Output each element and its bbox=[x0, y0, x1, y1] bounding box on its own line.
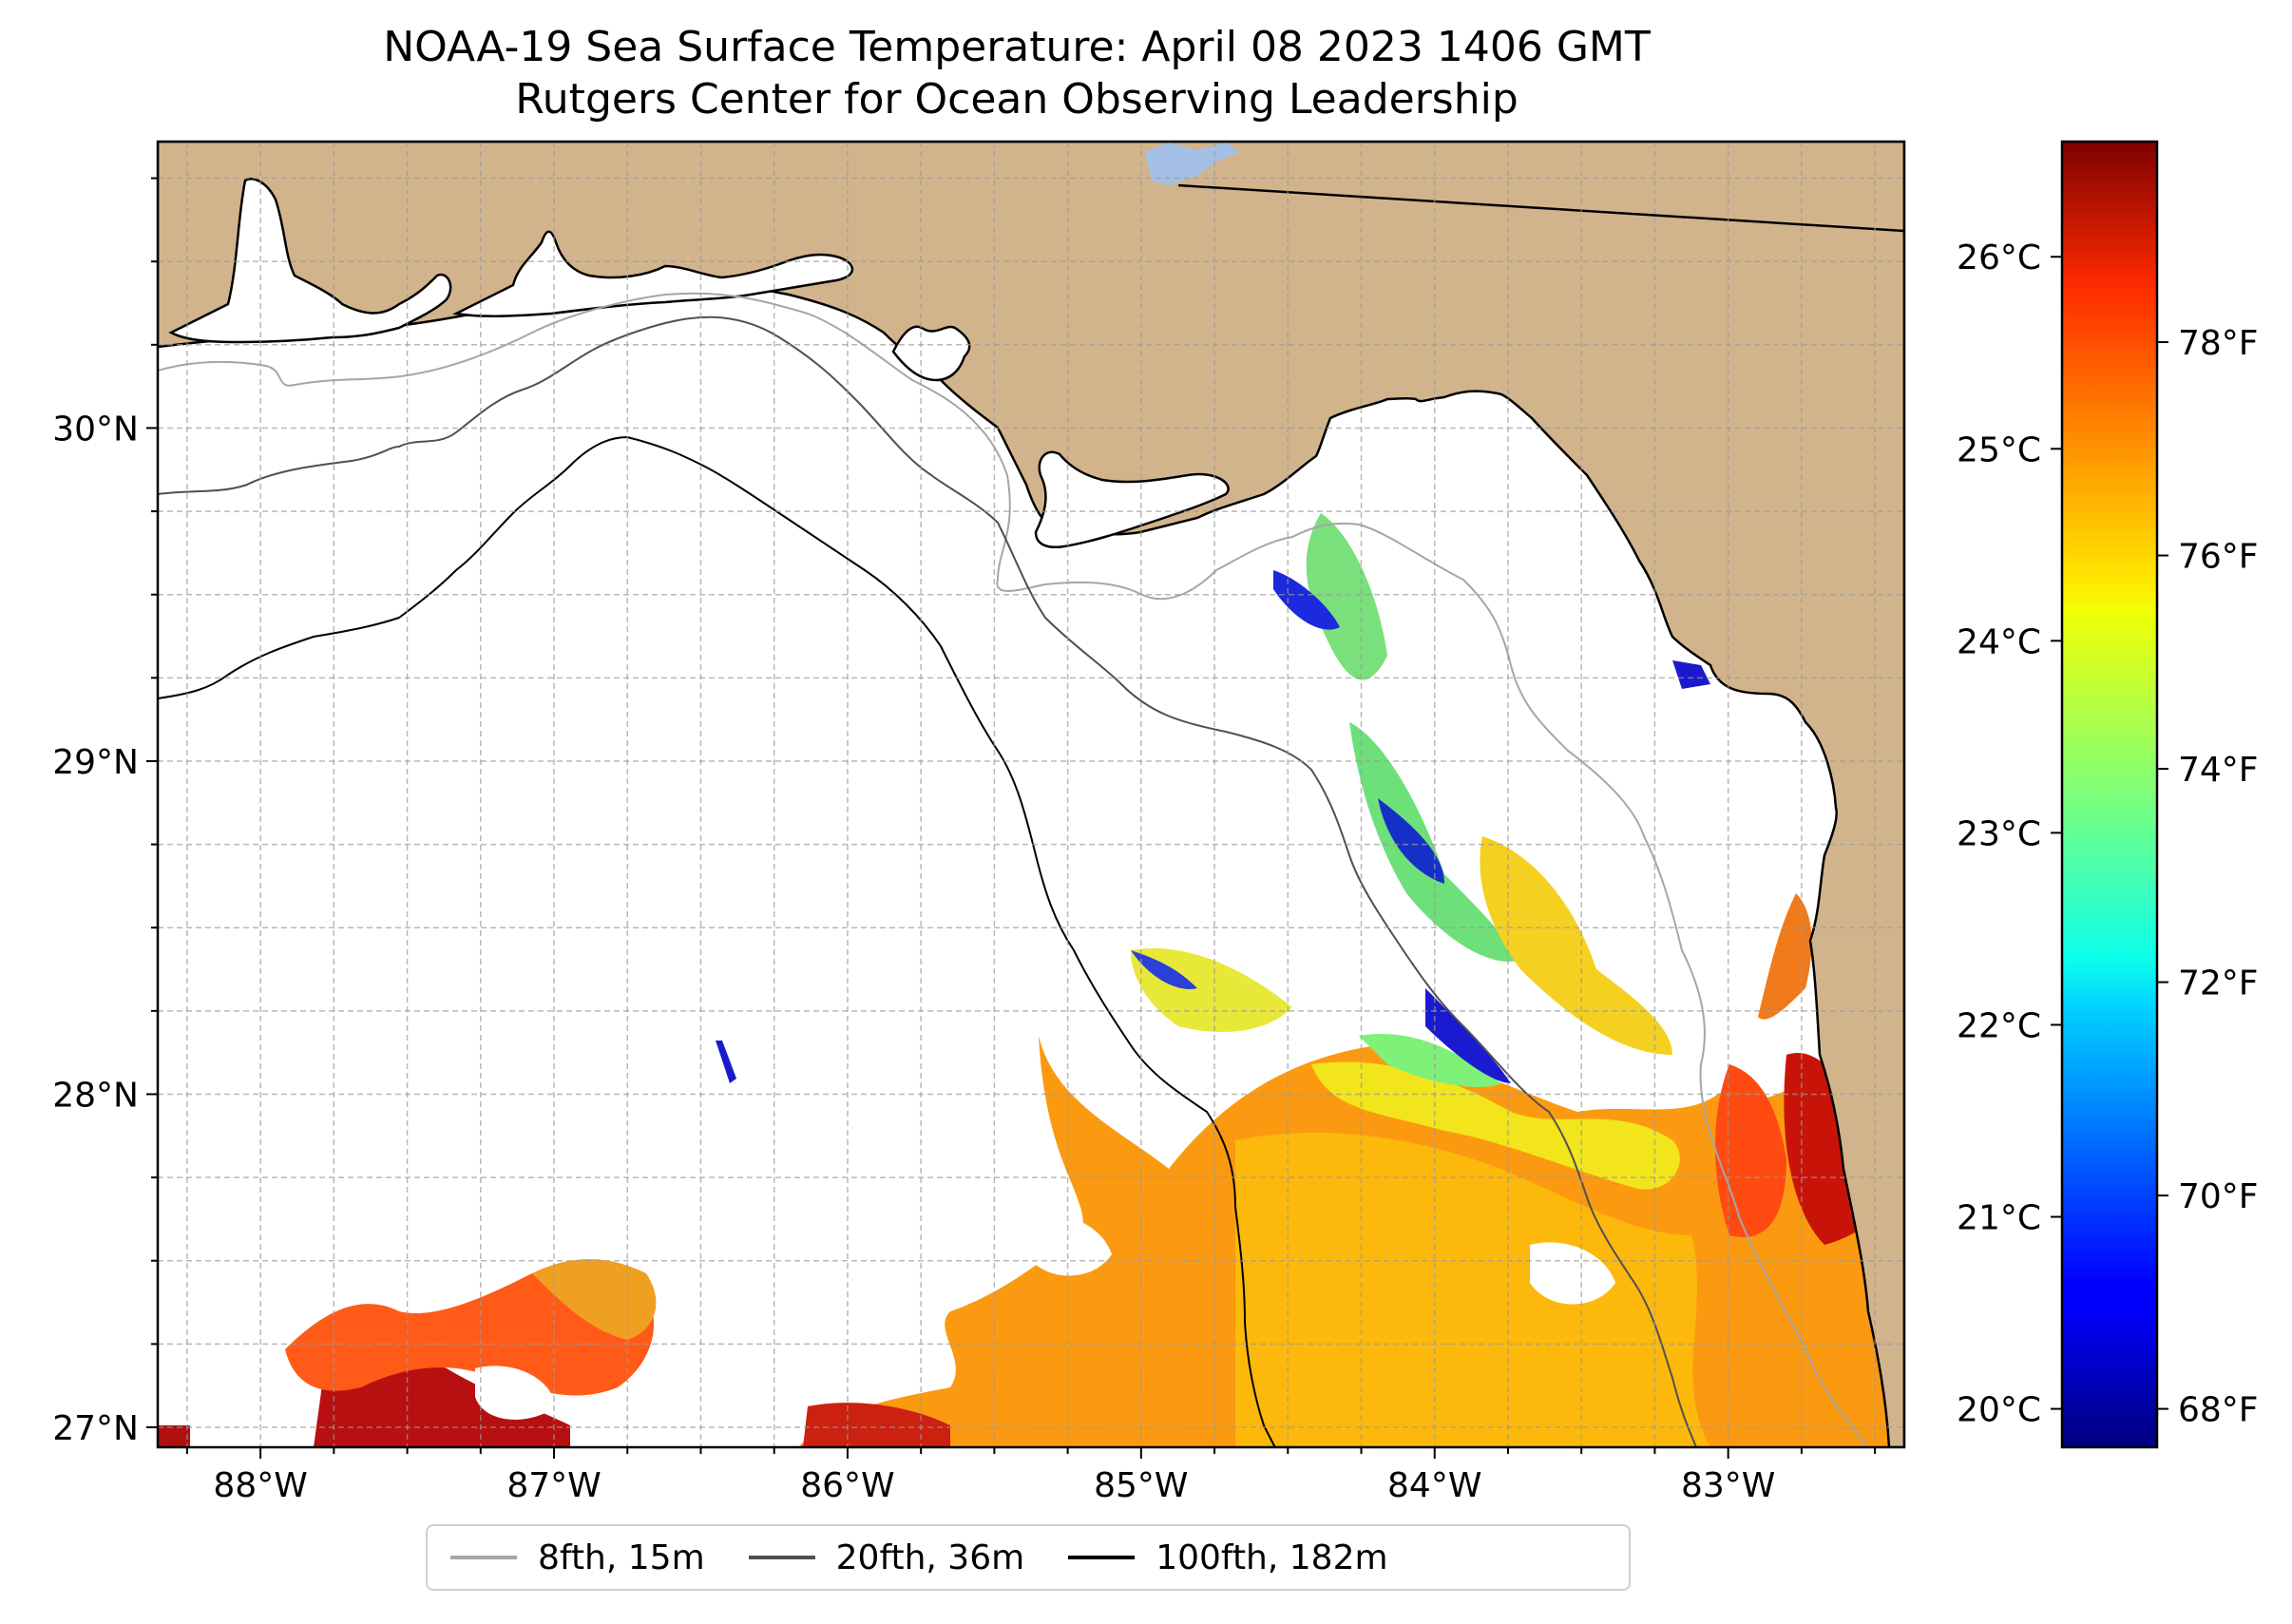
lat-tick-label: 28°N bbox=[52, 1076, 139, 1115]
celsius-tick-label: 21°C bbox=[1957, 1199, 2041, 1238]
sst-mid-patch bbox=[1480, 836, 1672, 1055]
lon-tick-label: 85°W bbox=[1094, 1466, 1188, 1505]
map-title: NOAA-19 Sea Surface Temperature: April 0… bbox=[383, 23, 1651, 71]
isobath-20fth bbox=[158, 315, 1697, 1447]
map-subtitle: Rutgers Center for Ocean Observing Leade… bbox=[515, 75, 1518, 124]
st-andrew-bay bbox=[891, 325, 971, 382]
isobath-100fth bbox=[158, 435, 1276, 1447]
state-border bbox=[1177, 183, 1904, 233]
celsius-tick-label: 20°C bbox=[1957, 1391, 2041, 1430]
sst-southwest-hot bbox=[314, 1358, 570, 1447]
gridlines bbox=[158, 142, 1904, 1447]
lat-tick-label: 27°N bbox=[52, 1409, 139, 1448]
isobath-legend: 8fth, 15m 20fth, 36m 100fth, 182m bbox=[426, 1524, 1631, 1591]
fahrenheit-tick-label: 68°F bbox=[2178, 1391, 2259, 1430]
lon-tick-label: 86°W bbox=[800, 1466, 894, 1505]
colorbar-celsius-axis: 20°C 21°C 22°C 23°C 24°C 25°C 26°C bbox=[1957, 239, 2062, 1430]
legend-line-swatch bbox=[1068, 1556, 1136, 1559]
legend-label: 20fth, 36m bbox=[835, 1538, 1025, 1577]
fahrenheit-tick-label: 76°F bbox=[2178, 538, 2259, 577]
lon-tick-label: 87°W bbox=[506, 1466, 601, 1505]
map-frame bbox=[156, 140, 1906, 1449]
choctawhatchee-bay bbox=[452, 230, 854, 317]
lat-tick-label: 29°N bbox=[52, 743, 139, 782]
longitude-axis: 88°W 87°W 86°W 85°W 84°W 83°W bbox=[185, 1447, 1877, 1505]
legend-label: 100fth, 182m bbox=[1156, 1538, 1388, 1577]
fahrenheit-tick-label: 72°F bbox=[2178, 965, 2259, 1003]
lon-tick-label: 88°W bbox=[213, 1466, 307, 1505]
sst-cool-filament bbox=[1359, 1034, 1501, 1087]
celsius-tick-label: 24°C bbox=[1957, 622, 2041, 661]
sst-south-central bbox=[803, 1403, 950, 1447]
sst-northeast-cold bbox=[1672, 660, 1710, 689]
sst-small-cold-spot bbox=[716, 1041, 736, 1083]
lon-tick-label: 83°W bbox=[1681, 1466, 1775, 1505]
sst-southwest-warm bbox=[532, 1259, 657, 1340]
isobath-8fth bbox=[158, 292, 1868, 1447]
fahrenheit-tick-label: 70°F bbox=[2178, 1177, 2259, 1216]
colorbar bbox=[2060, 140, 2159, 1449]
legend-line-swatch bbox=[748, 1556, 815, 1559]
legend-label: 8fth, 15m bbox=[538, 1538, 705, 1577]
sst-north-cold bbox=[1273, 570, 1340, 630]
sst-gap-3 bbox=[475, 1366, 556, 1420]
celsius-tick-label: 26°C bbox=[1957, 239, 2041, 277]
sst-cold-filament-1 bbox=[1425, 988, 1511, 1083]
sst-central-patch bbox=[1349, 722, 1520, 962]
sst-gap-2 bbox=[1530, 1242, 1615, 1305]
land-florida-panhandle bbox=[158, 142, 1904, 1447]
sst-west-cold bbox=[1131, 950, 1197, 989]
legend-item: 20fth, 36m bbox=[748, 1538, 1025, 1577]
celsius-tick-label: 22°C bbox=[1957, 1006, 2041, 1045]
lat-tick-label: 30°N bbox=[52, 410, 139, 449]
legend-line-swatch bbox=[450, 1556, 517, 1559]
pensacola-bay bbox=[168, 177, 452, 344]
sst-coastal-strip bbox=[1758, 893, 1812, 1020]
sst-central-cold bbox=[1378, 798, 1444, 884]
fahrenheit-tick-label: 78°F bbox=[2178, 324, 2259, 363]
fahrenheit-tick-label: 74°F bbox=[2178, 751, 2259, 790]
colorbar-fahrenheit-axis: 68°F 70°F 72°F 74°F 76°F 78°F bbox=[2157, 324, 2259, 1430]
lon-tick-label: 84°W bbox=[1387, 1466, 1481, 1505]
sst-coastal-warm bbox=[1715, 1064, 1786, 1237]
legend-item: 100fth, 182m bbox=[1068, 1538, 1388, 1577]
celsius-tick-label: 25°C bbox=[1957, 430, 2041, 469]
latitude-axis: 27°N 28°N 29°N 30°N bbox=[52, 177, 158, 1448]
celsius-tick-label: 23°C bbox=[1957, 814, 2041, 853]
legend-item: 8fth, 15m bbox=[450, 1538, 705, 1577]
lake bbox=[1145, 143, 1240, 185]
sst-north-patch bbox=[1306, 513, 1387, 680]
sst-far-southwest bbox=[158, 1425, 190, 1447]
apalachicola-bay bbox=[1034, 450, 1230, 548]
